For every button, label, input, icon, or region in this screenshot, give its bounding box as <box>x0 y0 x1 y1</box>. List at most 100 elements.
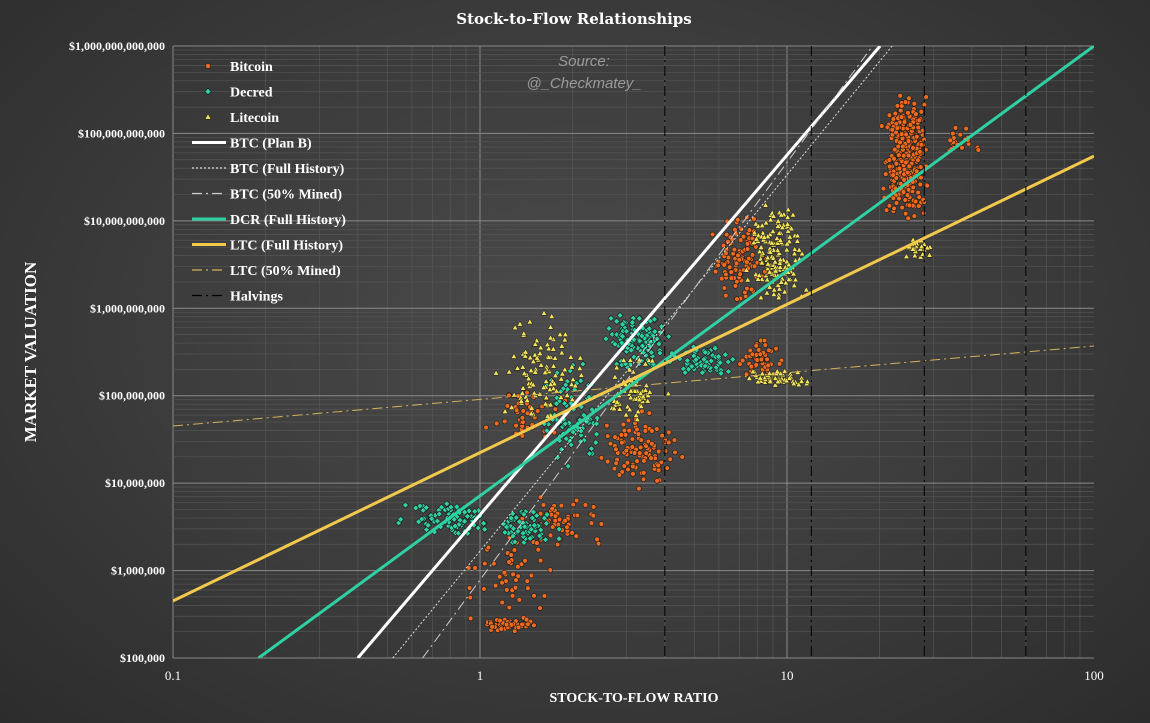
litecoin-point <box>510 352 518 359</box>
litecoin-point <box>505 368 513 375</box>
bitcoin-point <box>504 403 511 409</box>
bitcoin-point <box>522 558 528 564</box>
litecoin-point <box>613 398 621 405</box>
bitcoin-point <box>957 131 963 138</box>
litecoin-point <box>622 411 630 418</box>
litecoin-point <box>531 351 539 358</box>
legend-label-btc-50-mined: BTC (50% Mined) <box>230 188 342 203</box>
litecoin-point <box>770 286 778 293</box>
bitcoin-point <box>642 428 649 434</box>
litecoin-point <box>918 243 925 249</box>
bitcoin-point <box>735 252 741 259</box>
bitcoin-point <box>898 107 904 114</box>
bitcoin-point <box>880 185 887 192</box>
bitcoin-point <box>886 112 893 118</box>
litecoin-point <box>750 238 758 245</box>
bitcoin-point <box>524 578 530 584</box>
bitcoin-point <box>550 524 556 530</box>
litecoin-point <box>775 281 782 288</box>
bitcoin-point <box>598 455 605 461</box>
bitcoin-point <box>891 156 897 162</box>
decred-point <box>618 339 626 347</box>
bitcoin-point <box>659 432 665 439</box>
bitcoin-point <box>883 207 890 213</box>
bitcoin-point <box>664 465 670 471</box>
litecoin-point <box>791 282 798 288</box>
bitcoin-point <box>753 343 759 349</box>
x-tick-label: 100 <box>1084 668 1104 683</box>
y-tick-label: $100,000,000 <box>99 389 165 403</box>
litecoin-point <box>755 272 763 278</box>
bitcoin-point <box>918 175 924 181</box>
litecoin-point <box>776 259 784 266</box>
litecoin-point <box>774 222 782 229</box>
bitcoin-point <box>654 426 660 432</box>
bitcoin-point <box>918 142 925 148</box>
decred-point <box>553 400 561 408</box>
litecoin-point <box>785 261 793 268</box>
bitcoin-point <box>513 407 520 413</box>
bitcoin-point <box>720 242 727 249</box>
decred-point <box>461 508 469 516</box>
bitcoin-point <box>499 580 505 586</box>
bitcoin-point <box>725 238 731 245</box>
bitcoin-point <box>890 172 896 178</box>
decred-point <box>645 325 653 332</box>
decred-point <box>528 514 536 522</box>
bitcoin-point <box>515 573 521 579</box>
bitcoin-point <box>541 593 548 599</box>
litecoin-point <box>492 369 500 376</box>
decred-point <box>721 351 729 359</box>
litecoin-point <box>757 374 764 381</box>
litecoin-point <box>550 362 557 369</box>
litecoin-point <box>764 233 772 239</box>
decred-point <box>510 525 517 532</box>
decred-point <box>480 519 487 527</box>
bitcoin-point <box>556 516 563 523</box>
litecoin-point <box>744 276 752 283</box>
bitcoin-point <box>518 561 525 567</box>
litecoin-point <box>542 400 549 407</box>
bitcoin-point <box>756 347 762 353</box>
litecoin-point <box>644 397 651 404</box>
litecoin-point <box>572 382 579 389</box>
litecoin-point <box>798 250 806 257</box>
bitcoin-point <box>629 436 636 442</box>
litecoin-point <box>627 387 635 394</box>
litecoin-point <box>558 349 566 356</box>
decred-point <box>566 367 574 375</box>
bitcoin-point <box>634 426 640 433</box>
bitcoin-point <box>910 145 916 151</box>
bitcoin-point <box>911 101 918 107</box>
litecoin-point <box>553 387 560 394</box>
litecoin-point <box>752 220 760 227</box>
litecoin-point <box>547 323 554 330</box>
bitcoin-point <box>502 418 508 425</box>
bitcoin-point <box>879 123 885 129</box>
litecoin-point <box>757 294 765 300</box>
bitcoin-point <box>508 622 515 628</box>
decred-point <box>428 515 436 523</box>
bitcoin-point <box>512 585 519 591</box>
bitcoin-point <box>588 520 595 526</box>
bitcoin-point <box>625 417 632 424</box>
bitcoin-point <box>715 262 721 269</box>
bitcoin-point <box>590 504 597 510</box>
bitcoin-point <box>641 458 647 464</box>
decred-point <box>540 514 548 522</box>
litecoin-point <box>501 408 509 414</box>
decred-point <box>533 512 541 520</box>
litecoin-point <box>532 368 539 375</box>
decred-point <box>611 340 619 348</box>
bitcoin-point <box>923 94 929 100</box>
bitcoin-point <box>915 157 921 163</box>
regression-lines <box>173 46 1094 658</box>
litecoin-point <box>789 211 797 218</box>
litecoin-point <box>611 373 619 380</box>
legend-label-litecoin: Litecoin <box>230 111 279 126</box>
litecoin-point <box>774 239 781 246</box>
decred-point <box>579 360 587 368</box>
bitcoin-point <box>894 103 901 109</box>
litecoin-point <box>620 356 627 363</box>
litecoin-point <box>783 377 790 384</box>
